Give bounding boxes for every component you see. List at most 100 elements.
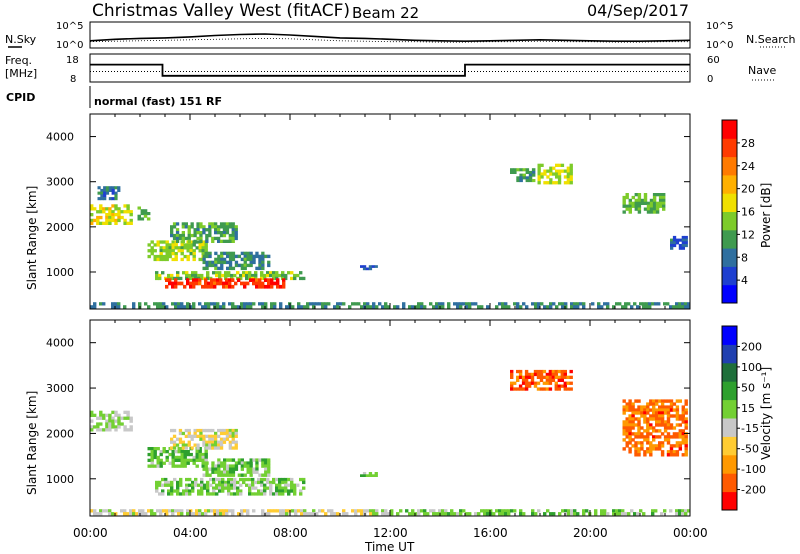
- data-region: [202, 251, 271, 271]
- colorbar-swatch: [722, 344, 737, 364]
- freq-unit-label: [MHz]: [5, 67, 37, 80]
- colorbar-tick-label: 12: [741, 228, 755, 241]
- colorbar-tick-label: 200: [741, 340, 762, 353]
- colorbar-swatch: [722, 454, 737, 474]
- power-ylabel: Slant Range [km]: [25, 186, 39, 290]
- data-region: [165, 278, 286, 289]
- colorbar-tick-label: 50: [741, 381, 755, 394]
- time-axis: 00:00 04:00 08:00 12:00 16:00 20:00 00:00: [73, 526, 708, 540]
- x-tick-label: 00:00: [673, 526, 708, 540]
- velocity-heatmap: [90, 369, 691, 516]
- data-region: [170, 428, 238, 450]
- colorbar-swatch: [722, 284, 737, 304]
- time-axis-label: Time UT: [364, 540, 415, 554]
- data-region: [170, 222, 238, 243]
- data-region: [510, 168, 536, 183]
- colorbar-tick-label: -200: [741, 484, 766, 497]
- colorbar-swatch: [722, 473, 737, 493]
- velocity-colorbar-label: Velocity [m s⁻¹]: [759, 367, 773, 460]
- y-tick-label: 3000: [46, 176, 74, 189]
- velocity-axes: 1000 2000 3000 4000: [46, 320, 691, 516]
- colorbar-swatch: [722, 174, 737, 194]
- x-tick-label: 00:00: [73, 526, 108, 540]
- freq-series-line: [90, 63, 690, 77]
- beam-label: Beam 22: [352, 4, 419, 22]
- data-region: [622, 399, 688, 457]
- nsky-series-line: [89, 33, 691, 43]
- x-tick-label: 16:00: [473, 526, 508, 540]
- freq-tick-top: 18: [66, 55, 79, 66]
- noise-right-tick-top: 10^5: [706, 21, 733, 32]
- data-region: [202, 458, 271, 477]
- colorbar-tick-label: 8: [741, 251, 748, 264]
- colorbar-swatch: [722, 138, 737, 158]
- data-region: [90, 302, 691, 309]
- data-region: [147, 240, 208, 262]
- velocity-colorbar: 200 100 50 15 -15 -50 -100 -200: [721, 325, 766, 511]
- colorbar-swatch: [722, 229, 737, 249]
- colorbar-tick-label: -100: [741, 463, 766, 476]
- colorbar-tick-label: 4: [741, 274, 748, 287]
- data-region: [90, 204, 133, 225]
- y-tick-label: 1000: [46, 473, 74, 486]
- colorbar-swatch: [722, 326, 737, 345]
- noise-panel-frame: [89, 21, 691, 49]
- data-region: [147, 447, 208, 468]
- cpid-value: normal (fast) 151 RF: [94, 95, 222, 108]
- data-region: [622, 193, 666, 214]
- x-tick-label: 12:00: [373, 526, 408, 540]
- x-tick-label: 08:00: [273, 526, 308, 540]
- nsearch-label: N.Search: [746, 33, 796, 46]
- noise-left-tick-top: 10^5: [56, 21, 83, 32]
- data-region: [90, 410, 133, 432]
- colorbar-swatch: [722, 193, 737, 212]
- nsky-label: N.Sky: [5, 33, 37, 46]
- power-colorbar: 4 8 12 16 20 24 28: [721, 119, 755, 304]
- colorbar-tick-label: -50: [741, 443, 759, 456]
- nsearch-series-line: [89, 37, 690, 43]
- freq-tick-bottom: 8: [70, 74, 76, 85]
- colorbar-swatch: [722, 156, 737, 176]
- x-tick-label: 04:00: [173, 526, 208, 540]
- data-region: [155, 477, 306, 496]
- colorbar-tick-label: 28: [741, 137, 755, 150]
- colorbar-frame: [721, 325, 738, 511]
- colorbar-tick-label: 16: [741, 206, 755, 219]
- freq-label: Freq.: [5, 54, 32, 67]
- colorbar-swatch: [722, 381, 737, 401]
- colorbar-swatch: [722, 120, 737, 139]
- data-region: [537, 163, 573, 185]
- colorbar-swatch: [722, 418, 737, 437]
- colorbar-swatch: [722, 266, 737, 286]
- y-tick-label: 2000: [46, 427, 74, 440]
- colorbar-swatch: [722, 436, 737, 456]
- colorbar-tick-label: 20: [741, 183, 755, 196]
- colorbar-swatch: [722, 399, 737, 419]
- y-tick-label: 4000: [46, 337, 74, 350]
- station-title: Christmas Valley West (fitACF): [92, 1, 350, 21]
- data-region: [137, 206, 151, 221]
- colorbar-swatch: [722, 491, 737, 511]
- noise-left-tick-bottom: 10^0: [56, 40, 83, 51]
- data-region: [360, 265, 378, 271]
- data-region: [360, 472, 378, 477]
- data-region: [97, 186, 121, 201]
- colorbar-tick-label: 24: [741, 160, 755, 173]
- colorbar-tick-label: 15: [741, 402, 755, 415]
- y-tick-label: 2000: [46, 221, 74, 234]
- date-label: 04/Sep/2017: [587, 1, 689, 20]
- nave-label: Nave: [748, 64, 776, 77]
- power-axes: 1000 2000 3000 4000: [46, 114, 691, 309]
- power-heatmap: [90, 163, 691, 309]
- nave-tick-top: 60: [707, 55, 720, 66]
- colorbar-tick-label: -15: [741, 422, 759, 435]
- colorbar-swatch: [722, 211, 737, 231]
- x-tick-label: 20:00: [573, 526, 608, 540]
- y-tick-label: 1000: [46, 266, 74, 279]
- data-region: [90, 509, 391, 516]
- cpid-label: CPID: [6, 91, 35, 104]
- nave-tick-bottom: 0: [707, 74, 713, 85]
- colorbar-swatch: [722, 248, 737, 267]
- colorbar-tick-label: 100: [741, 361, 762, 374]
